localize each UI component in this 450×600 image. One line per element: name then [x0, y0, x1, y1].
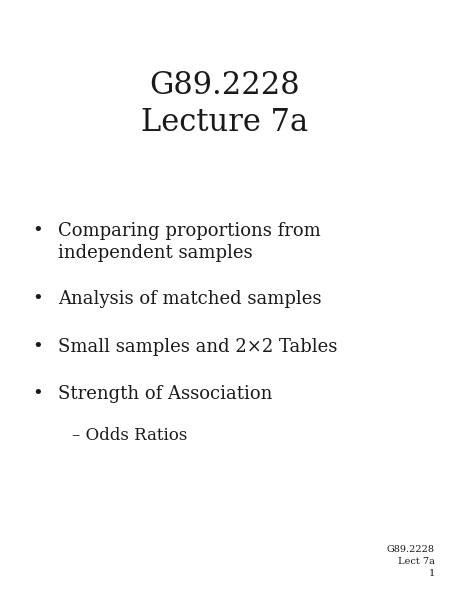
- Text: Strength of Association: Strength of Association: [58, 385, 272, 403]
- Text: •: •: [32, 290, 43, 308]
- Text: Small samples and 2×2 Tables: Small samples and 2×2 Tables: [58, 338, 338, 356]
- Text: – Odds Ratios: – Odds Ratios: [72, 427, 187, 444]
- Text: G89.2228
Lect 7a
1: G89.2228 Lect 7a 1: [387, 545, 435, 578]
- Text: G89.2228
Lecture 7a: G89.2228 Lecture 7a: [141, 70, 309, 138]
- Text: Comparing proportions from
independent samples: Comparing proportions from independent s…: [58, 222, 321, 262]
- Text: Analysis of matched samples: Analysis of matched samples: [58, 290, 321, 308]
- Text: •: •: [32, 385, 43, 403]
- Text: •: •: [32, 222, 43, 240]
- Text: •: •: [32, 338, 43, 356]
